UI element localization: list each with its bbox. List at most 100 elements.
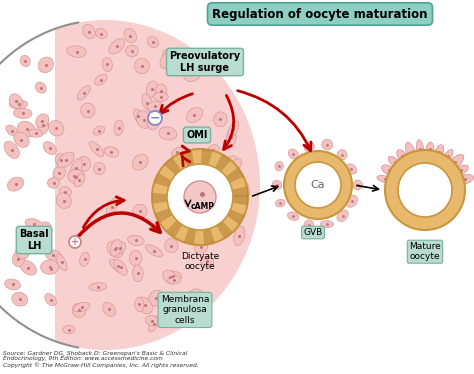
Text: Mature
oocyte: Mature oocyte [409, 242, 441, 261]
Wedge shape [203, 227, 215, 245]
Ellipse shape [172, 147, 183, 157]
Ellipse shape [227, 129, 236, 145]
Ellipse shape [320, 221, 334, 228]
Ellipse shape [154, 92, 168, 101]
Ellipse shape [9, 100, 28, 109]
Ellipse shape [35, 82, 46, 93]
Ellipse shape [56, 193, 72, 208]
Ellipse shape [133, 204, 147, 218]
Ellipse shape [405, 142, 416, 161]
Wedge shape [164, 158, 182, 176]
Ellipse shape [67, 46, 86, 57]
Ellipse shape [142, 94, 153, 111]
Ellipse shape [195, 240, 208, 254]
Circle shape [152, 149, 248, 245]
Ellipse shape [137, 297, 153, 314]
Ellipse shape [147, 101, 163, 111]
Circle shape [69, 236, 81, 248]
Ellipse shape [96, 29, 107, 39]
Ellipse shape [14, 132, 29, 147]
Ellipse shape [337, 150, 347, 160]
Ellipse shape [5, 279, 20, 290]
Wedge shape [152, 193, 169, 204]
Circle shape [398, 163, 452, 217]
Ellipse shape [12, 292, 27, 306]
Ellipse shape [59, 187, 72, 197]
Ellipse shape [74, 174, 85, 187]
Ellipse shape [81, 103, 95, 118]
Wedge shape [166, 219, 183, 238]
Ellipse shape [186, 107, 203, 123]
Ellipse shape [159, 127, 177, 140]
Ellipse shape [13, 108, 32, 119]
Ellipse shape [147, 37, 159, 47]
Ellipse shape [240, 180, 250, 197]
Ellipse shape [89, 283, 107, 291]
Ellipse shape [304, 142, 314, 151]
Ellipse shape [63, 326, 75, 334]
Ellipse shape [4, 141, 19, 159]
Ellipse shape [168, 276, 181, 284]
Ellipse shape [163, 270, 176, 284]
Wedge shape [216, 220, 233, 239]
Ellipse shape [45, 264, 56, 274]
Ellipse shape [234, 226, 245, 246]
Ellipse shape [228, 121, 239, 138]
Ellipse shape [447, 154, 464, 171]
Ellipse shape [128, 235, 144, 245]
Ellipse shape [20, 260, 36, 275]
Ellipse shape [77, 86, 91, 100]
Text: Dictyate
oocyte: Dictyate oocyte [181, 252, 219, 272]
Wedge shape [230, 194, 248, 205]
Ellipse shape [456, 175, 474, 184]
Ellipse shape [93, 126, 105, 135]
Ellipse shape [155, 84, 167, 99]
Ellipse shape [145, 245, 163, 257]
Ellipse shape [275, 199, 285, 207]
Wedge shape [230, 186, 248, 197]
Bar [0, 0, 55, 374]
Text: Ca: Ca [310, 180, 325, 190]
Ellipse shape [104, 147, 119, 157]
Ellipse shape [435, 145, 444, 159]
Ellipse shape [94, 74, 107, 85]
Ellipse shape [57, 152, 74, 168]
Ellipse shape [346, 164, 357, 174]
Text: GVB: GVB [303, 228, 323, 237]
Wedge shape [226, 209, 245, 224]
Ellipse shape [397, 150, 407, 162]
Ellipse shape [109, 259, 126, 273]
Ellipse shape [135, 297, 144, 312]
Ellipse shape [73, 302, 90, 312]
Ellipse shape [72, 303, 86, 318]
Ellipse shape [47, 178, 60, 188]
Ellipse shape [160, 52, 175, 69]
Ellipse shape [229, 159, 241, 174]
Ellipse shape [148, 315, 160, 332]
Ellipse shape [288, 149, 298, 159]
Ellipse shape [137, 111, 151, 128]
Ellipse shape [146, 316, 158, 325]
Text: −: − [150, 111, 160, 125]
Ellipse shape [180, 57, 194, 72]
Ellipse shape [109, 39, 125, 54]
Wedge shape [201, 149, 212, 167]
Ellipse shape [48, 120, 64, 136]
Text: Preovulatory
LH surge: Preovulatory LH surge [169, 51, 241, 73]
Ellipse shape [93, 162, 105, 175]
Ellipse shape [124, 28, 137, 43]
Circle shape [148, 111, 162, 125]
Ellipse shape [287, 212, 299, 220]
Ellipse shape [82, 24, 95, 39]
Ellipse shape [45, 293, 56, 306]
Ellipse shape [377, 175, 394, 183]
Ellipse shape [165, 238, 178, 253]
Ellipse shape [417, 140, 424, 159]
Ellipse shape [16, 246, 29, 259]
Ellipse shape [337, 210, 348, 222]
Ellipse shape [9, 94, 22, 108]
Ellipse shape [90, 142, 104, 157]
Ellipse shape [29, 129, 43, 137]
Ellipse shape [135, 58, 149, 74]
Ellipse shape [132, 265, 143, 282]
